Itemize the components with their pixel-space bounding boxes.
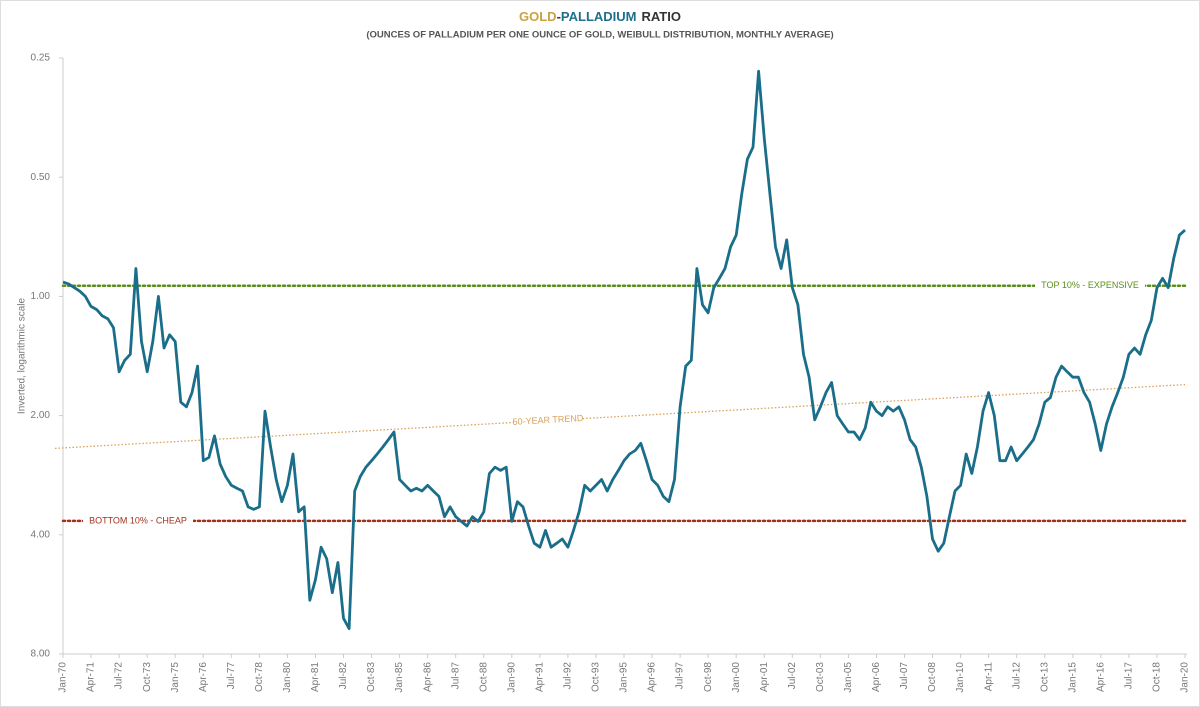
title-part: RATIO (642, 9, 681, 24)
x-tick-label: Oct-98 (703, 662, 714, 692)
title-part: GOLD (519, 9, 557, 24)
x-tick-label: Oct-88 (478, 662, 489, 692)
x-tick-label: Apr-71 (86, 662, 97, 692)
x-tick-label: Oct-93 (591, 662, 602, 692)
y-tick-label: 4.00 (31, 529, 51, 540)
chart-subtitle: (OUNCES OF PALLADIUM PER ONE OUNCE OF GO… (366, 30, 833, 41)
x-tick-label: Oct-08 (927, 662, 938, 692)
x-tick-label: Jan-05 (843, 662, 854, 693)
x-tick-label: Jul-87 (450, 662, 461, 690)
x-tick-label: Oct-78 (254, 662, 265, 692)
title-part: PALLADIUM (561, 9, 637, 24)
x-tick-label: Jan-70 (58, 662, 69, 693)
reference-label-bg (1035, 279, 1145, 292)
reference-label-bg (83, 514, 193, 527)
x-tick-label: Apr-96 (647, 662, 658, 692)
trend-label-bg (513, 411, 583, 428)
x-tick-label: Jan-15 (1067, 662, 1078, 693)
x-tick-label: Jul-17 (1124, 662, 1135, 690)
y-tick-label: 8.00 (31, 649, 51, 660)
x-tick-label: Oct-73 (142, 662, 153, 692)
x-tick-label: Apr-06 (871, 662, 882, 692)
title-part: - (557, 9, 561, 24)
y-tick-label: 1.00 (31, 291, 51, 302)
x-tick-label: Oct-13 (1039, 662, 1050, 692)
x-tick-label: Oct-83 (366, 662, 377, 692)
x-tick-label: Jul-02 (787, 662, 798, 690)
y-axis-label: Inverted, logarithmic scale (17, 297, 28, 414)
x-tick-label: Jan-95 (619, 662, 630, 693)
x-tick-label: Jul-72 (114, 662, 125, 690)
x-tick-label: Jan-00 (731, 662, 742, 693)
x-tick-label: Apr-11 (983, 662, 994, 692)
series-line (62, 69, 1186, 630)
x-tick-label: Jul-77 (226, 662, 237, 690)
x-tick-label: Jul-97 (675, 662, 686, 690)
reference-label: BOTTOM 10% - CHEAP (89, 515, 187, 525)
x-tick-label: Jan-90 (506, 662, 517, 693)
chart-title: GOLD-PALLADIUM RATIO (519, 9, 681, 24)
x-tick-label: Jan-20 (1180, 662, 1191, 693)
trend-label: 50-YEAR TREND (512, 413, 584, 427)
reference-label: TOP 10% - EXPENSIVE (1041, 280, 1139, 290)
x-tick-label: Apr-81 (310, 662, 321, 692)
x-tick-label: Apr-76 (198, 662, 209, 692)
x-tick-label: Jan-10 (955, 662, 966, 693)
x-tick-label: Jan-80 (282, 662, 293, 693)
x-tick-label: Apr-16 (1095, 662, 1106, 692)
x-tick-label: Apr-91 (534, 662, 545, 692)
x-tick-label: Jul-12 (1011, 662, 1022, 690)
x-tick-label: Oct-18 (1152, 662, 1163, 692)
x-tick-label: Jul-82 (338, 662, 349, 690)
y-tick-label: 0.50 (31, 172, 51, 183)
x-tick-label: Jul-92 (563, 662, 574, 690)
x-tick-label: Jan-85 (394, 662, 405, 693)
y-tick-label: 2.00 (31, 410, 51, 421)
x-tick-label: Jan-75 (170, 662, 181, 693)
x-tick-label: Jul-07 (899, 662, 910, 690)
x-tick-label: Apr-86 (422, 662, 433, 692)
y-tick-label: 0.25 (31, 53, 51, 64)
x-tick-label: Apr-01 (759, 662, 770, 692)
x-tick-label: Oct-03 (815, 662, 826, 692)
